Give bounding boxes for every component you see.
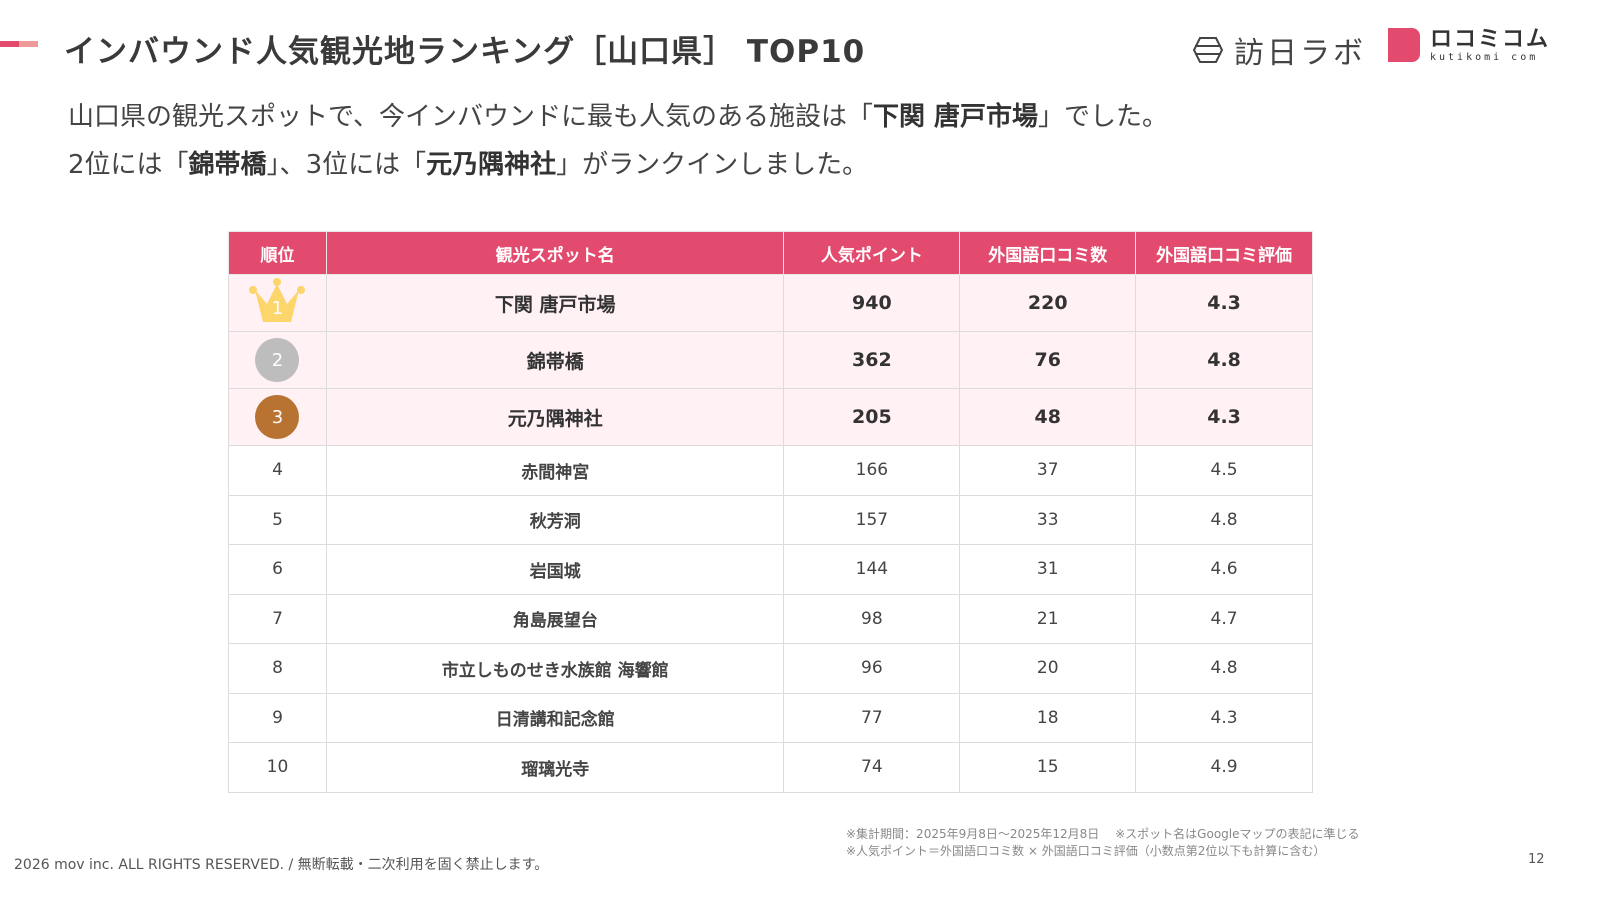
points-cell: 144 xyxy=(783,544,961,595)
reviews-cell: 220 xyxy=(959,274,1137,332)
points-cell: 77 xyxy=(783,692,961,743)
rating-cell: 4.8 xyxy=(1135,331,1313,389)
header-spot: 観光スポット名 xyxy=(325,231,785,275)
spot-name-cell: 秋芳洞 xyxy=(325,494,785,545)
spot-name-cell: 元乃隅神社 xyxy=(325,388,785,446)
table-row: 1 下関 唐戸市場 940 220 4.3 xyxy=(228,274,1313,332)
reviews-cell: 18 xyxy=(959,692,1137,743)
reviews-cell: 31 xyxy=(959,544,1137,595)
header-points: 人気ポイント xyxy=(783,231,961,275)
points-cell: 166 xyxy=(783,445,961,496)
rating-cell: 4.5 xyxy=(1135,445,1313,496)
hexagon-logo-icon xyxy=(1192,37,1224,63)
header-rank: 順位 xyxy=(228,231,327,275)
ranking-table: 順位 観光スポット名 人気ポイント 外国語口コミ数 外国語口コミ評価 1 下関 … xyxy=(228,231,1313,793)
table-row: 3 元乃隅神社 205 48 4.3 xyxy=(228,388,1313,446)
spot-name-cell: 赤間神宮 xyxy=(325,445,785,496)
rank-cell: 1 xyxy=(228,274,327,332)
header-reviews: 外国語口コミ数 xyxy=(959,231,1137,275)
spot-name-cell: 瑠璃光寺 xyxy=(325,742,785,793)
logo2-text: ロコミコム xyxy=(1430,27,1551,52)
page-number: 12 xyxy=(1528,852,1545,867)
rank-cell: 6 xyxy=(228,544,327,595)
points-cell: 96 xyxy=(783,643,961,694)
rating-cell: 4.6 xyxy=(1135,544,1313,595)
rank-medal-icon: 3 xyxy=(255,395,300,439)
points-cell: 157 xyxy=(783,494,961,545)
points-cell: 98 xyxy=(783,593,961,644)
spot-name-cell: 市立しものせき水族館 海響館 xyxy=(325,643,785,694)
points-cell: 940 xyxy=(783,274,961,332)
table-row: 9 日清講和記念館 77 18 4.3 xyxy=(228,692,1313,743)
rating-cell: 4.3 xyxy=(1135,692,1313,743)
table-row: 7 角島展望台 98 21 4.7 xyxy=(228,593,1313,644)
table-row: 8 市立しものせき水族館 海響館 96 20 4.8 xyxy=(228,643,1313,694)
rating-cell: 4.8 xyxy=(1135,494,1313,545)
logo1-text: 訪日ラボ xyxy=(1234,36,1366,71)
table-row: 6 岩国城 144 31 4.6 xyxy=(228,544,1313,595)
rank-cell: 7 xyxy=(228,593,327,644)
reviews-cell: 37 xyxy=(959,445,1137,496)
rank-cell: 8 xyxy=(228,643,327,694)
note-1: ※集計期間：2025年9月8日〜2025年12月8日 ※スポット名はGoogle… xyxy=(846,827,1360,841)
rank-cell: 9 xyxy=(228,692,327,743)
spot-name-cell: 錦帯橋 xyxy=(325,331,785,389)
rating-cell: 4.3 xyxy=(1135,388,1313,446)
rank-medal-icon: 2 xyxy=(255,338,300,382)
reviews-cell: 20 xyxy=(959,643,1137,694)
table-row: 5 秋芳洞 157 33 4.8 xyxy=(228,494,1313,545)
houjin-labo-logo: 訪日ラボ xyxy=(1192,28,1366,72)
rating-cell: 4.8 xyxy=(1135,643,1313,694)
footnotes: ※集計期間：2025年9月8日〜2025年12月8日 ※スポット名はGoogle… xyxy=(846,826,1360,860)
rank-cell: 4 xyxy=(228,445,327,496)
crown-icon: 1 xyxy=(245,276,309,326)
table-row: 4 赤間神宮 166 37 4.5 xyxy=(228,445,1313,496)
reviews-cell: 76 xyxy=(959,331,1137,389)
rating-cell: 4.3 xyxy=(1135,274,1313,332)
header-rating: 外国語口コミ評価 xyxy=(1135,231,1313,275)
logo2-subtext: kutikomi com xyxy=(1430,52,1539,63)
title-accent-bar xyxy=(0,41,38,47)
reviews-cell: 48 xyxy=(959,388,1137,446)
spot-name-cell: 岩国城 xyxy=(325,544,785,595)
reviews-cell: 15 xyxy=(959,742,1137,793)
copyright: 2026 mov inc. ALL RIGHTS RESERVED. / 無断転… xyxy=(14,857,549,873)
rating-cell: 4.7 xyxy=(1135,593,1313,644)
spot-name-cell: 日清講和記念館 xyxy=(325,692,785,743)
speech-bubble-icon xyxy=(1388,28,1420,62)
rank-cell: 2 xyxy=(228,331,327,389)
points-cell: 205 xyxy=(783,388,961,446)
rank-cell: 10 xyxy=(228,742,327,793)
spot-name-cell: 下関 唐戸市場 xyxy=(325,274,785,332)
points-cell: 362 xyxy=(783,331,961,389)
rank-cell: 5 xyxy=(228,494,327,545)
rank-cell: 3 xyxy=(228,388,327,446)
page-title: インバウンド人気観光地ランキング［山口県］ TOP10 xyxy=(64,34,866,70)
table-row: 10 瑠璃光寺 74 15 4.9 xyxy=(228,742,1313,793)
table-row: 2 錦帯橋 362 76 4.8 xyxy=(228,331,1313,389)
reviews-cell: 21 xyxy=(959,593,1137,644)
note-2: ※人気ポイント＝外国語口コミ数 × 外国語口コミ評価（小数点第2位以下も計算に含… xyxy=(846,844,1326,858)
spot-name-cell: 角島展望台 xyxy=(325,593,785,644)
points-cell: 74 xyxy=(783,742,961,793)
rating-cell: 4.9 xyxy=(1135,742,1313,793)
kutikomi-logo: ロコミコム kutikomi com xyxy=(1388,28,1550,63)
intro-text: 山口県の観光スポットで、今インバウンドに最も人気のある施設は「下関 唐戸市場」で… xyxy=(68,102,1169,180)
reviews-cell: 33 xyxy=(959,494,1137,545)
